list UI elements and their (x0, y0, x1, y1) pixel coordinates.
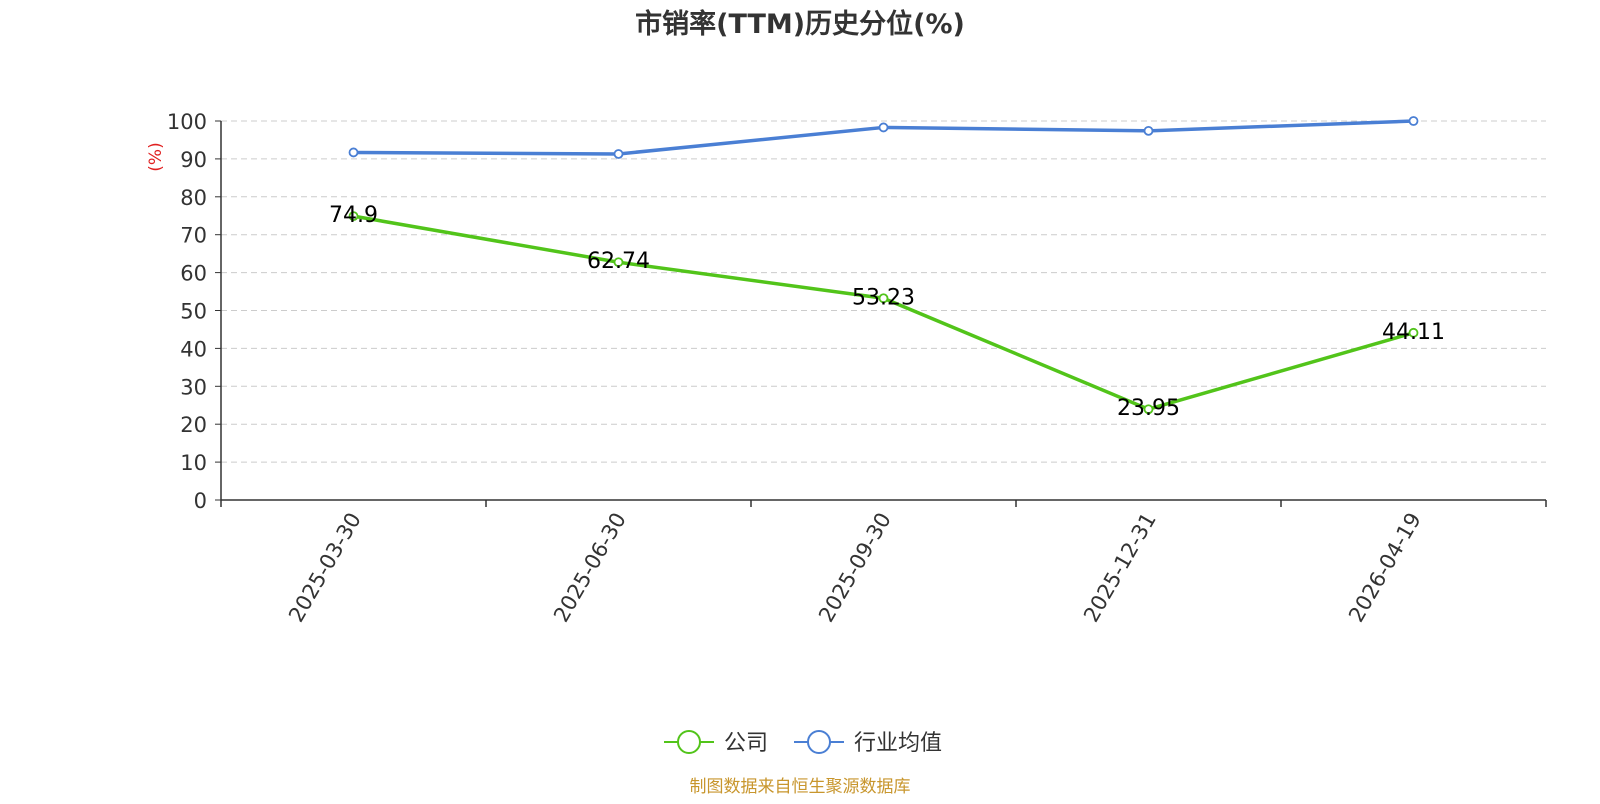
data-point[interactable] (348, 147, 359, 158)
data-point[interactable] (878, 293, 889, 304)
legend-item-company[interactable]: 公司 (664, 730, 768, 756)
data-label: 44.11 (1382, 320, 1445, 345)
legend-circle-icon (677, 730, 701, 754)
chart-title: 市销率(TTM)历史分位(%) (635, 8, 965, 40)
data-labels: 74.9 62.74 53.23 23.95 44.11 (329, 203, 1445, 421)
data-label: 53.23 (852, 285, 915, 310)
data-point[interactable] (348, 211, 359, 222)
series-company (348, 211, 1419, 415)
source-note: 制图数据来自恒生聚源数据库 (690, 777, 911, 797)
data-label: 23.95 (1117, 396, 1180, 421)
x-tick-label: 2025-06-30 (549, 509, 631, 627)
data-point[interactable] (1143, 404, 1154, 415)
legend-label: 公司 (724, 731, 768, 756)
y-tick-label: 80 (180, 186, 207, 210)
x-tick-label: 2025-09-30 (814, 509, 896, 627)
legend-item-industry-average[interactable]: 行业均值 (794, 730, 942, 756)
axes: 0 10 20 30 40 50 60 70 80 90 100 2025-03-30 2025-06-… (167, 110, 1547, 627)
legend-circle-icon (807, 730, 831, 754)
y-tick-label: 0 (194, 489, 207, 513)
y-tick-label: 100 (167, 110, 207, 134)
data-label: 74.9 (329, 203, 378, 228)
y-tick-label: 50 (180, 300, 207, 324)
x-tick-label: 2025-12-31 (1079, 509, 1161, 627)
data-point[interactable] (1408, 116, 1419, 126)
data-label: 62.74 (587, 249, 650, 274)
series-line (353, 214, 1414, 411)
data-point[interactable] (878, 122, 889, 133)
y-tick-label: 30 (180, 375, 207, 399)
legend-label: 行业均值 (854, 731, 942, 756)
x-tick-label: 2026-04-19 (1344, 509, 1426, 627)
y-tick-label: 20 (180, 413, 207, 437)
grid-lines (221, 120, 1546, 463)
x-tick-label: 2025-03-30 (284, 509, 366, 627)
data-point[interactable] (613, 257, 624, 268)
data-point[interactable] (1408, 327, 1419, 338)
y-tick-label: 60 (180, 262, 207, 286)
y-tick-label: 70 (180, 224, 207, 248)
data-point[interactable] (613, 149, 624, 159)
series-group (348, 116, 1419, 415)
y-tick-label: 90 (180, 148, 207, 172)
series-industry-average (348, 116, 1419, 159)
legend: 公司 行业均值 (664, 730, 942, 756)
data-point[interactable] (1143, 125, 1154, 136)
y-axis-label: (%) (146, 142, 166, 171)
y-tick-label: 10 (180, 451, 207, 475)
y-tick-label: 40 (180, 337, 207, 361)
